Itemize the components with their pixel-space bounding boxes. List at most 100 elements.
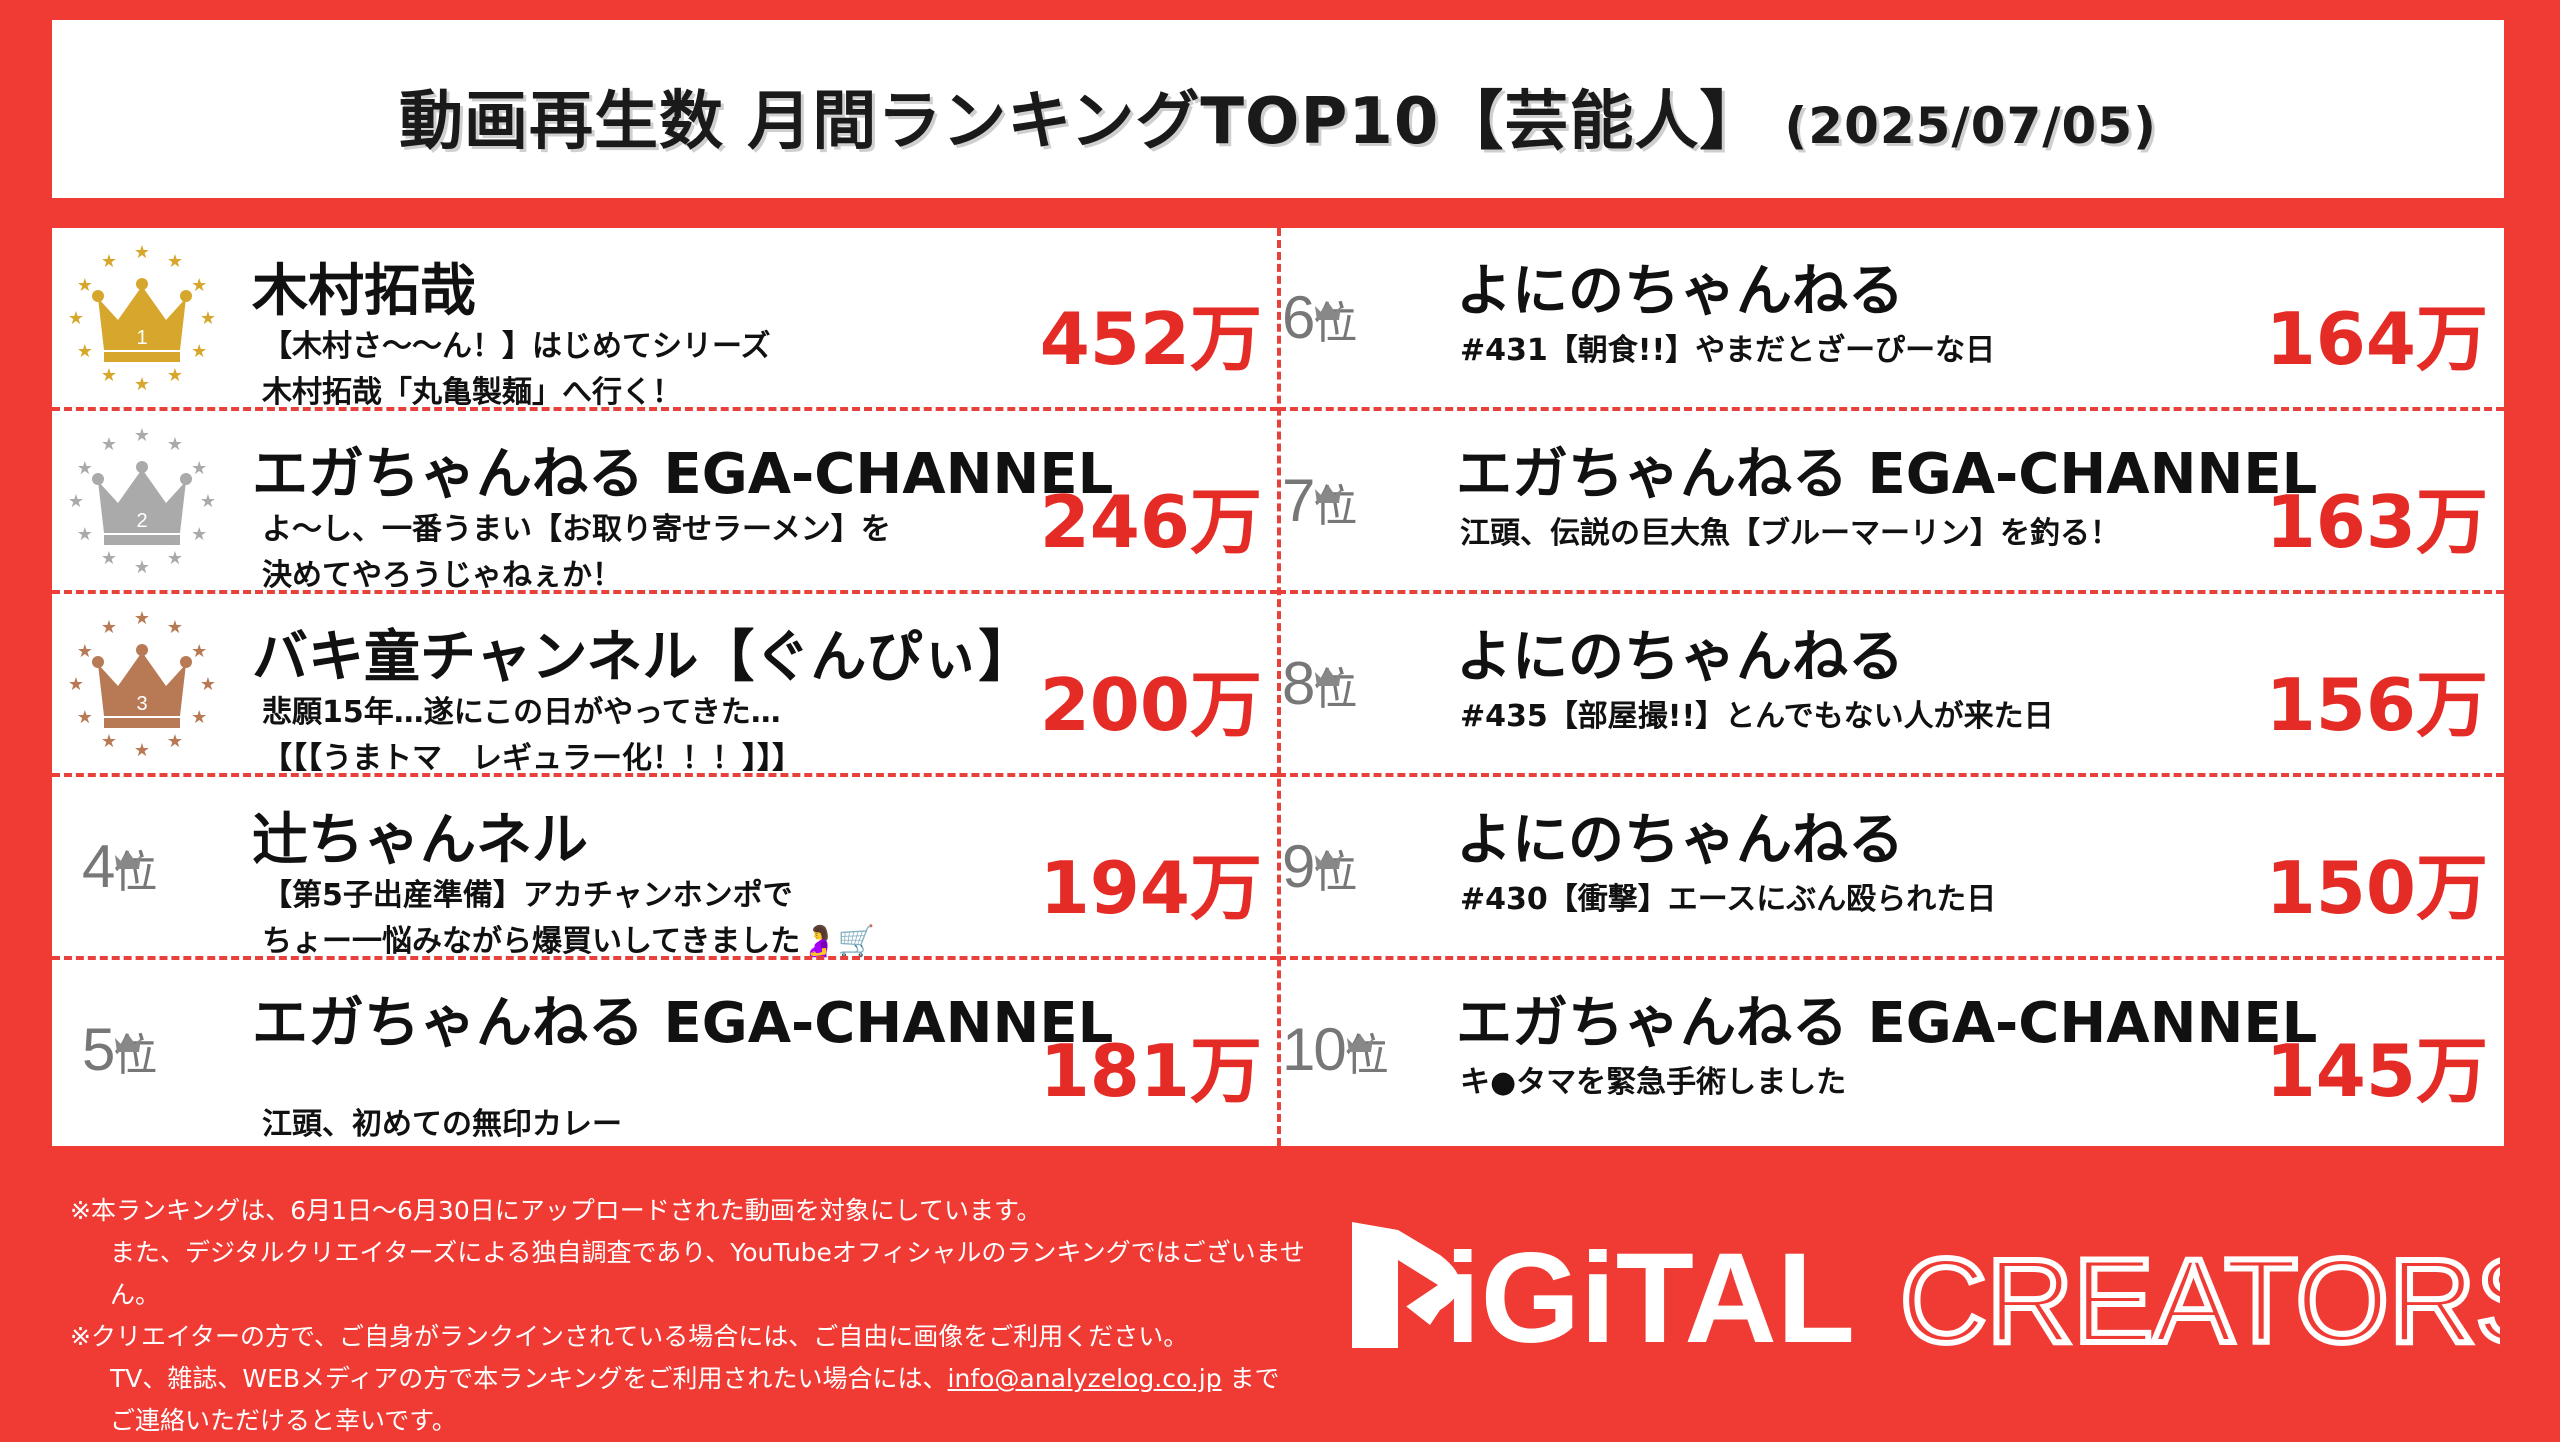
- channel-name: エガちゃんねる EGA-CHANNEL: [1456, 991, 2318, 1056]
- svg-text:★: ★: [167, 548, 183, 569]
- svg-text:★: ★: [134, 242, 150, 263]
- column-divider: [1277, 228, 1281, 1146]
- view-count: 452万: [1039, 297, 1262, 381]
- video-title: 【木村さ〜〜ん！】はじめてシリーズ 木村拓哉「丸亀製麺」へ行く！: [262, 324, 771, 416]
- ranking-row: 7位 エガちゃんねる EGA-CHANNEL 江頭、伝説の巨大魚【ブルーマーリン】を…: [1278, 411, 2504, 594]
- header-banner: 動画再生数 月間ランキングTOP10【芸能人】 (2025/07/05): [52, 20, 2504, 198]
- gold-crown-icon: ★ ★ ★ ★ ★ ★ ★ ★ ★ ★ ★ ★ 1: [62, 238, 222, 401]
- view-count: 200万: [1039, 663, 1262, 747]
- footer-line-4-suffix: まで: [1221, 1364, 1280, 1393]
- page-title: 動画再生数 月間ランキングTOP10【芸能人】 (2025/07/05): [52, 70, 2504, 172]
- rank-number: 6位: [1282, 283, 1357, 352]
- rank-digit: 4: [82, 833, 115, 900]
- svg-text:★: ★: [77, 524, 93, 545]
- mini-crown-icon: [112, 818, 144, 869]
- video-title: #435【部屋撮!!】とんでもない人が来た日: [1460, 694, 2054, 740]
- channel-name: 木村拓哉: [252, 259, 476, 324]
- rank-suffix: 位: [113, 1031, 157, 1080]
- rank-number: 9位: [1282, 832, 1357, 901]
- video-title-line: 江頭、初めての無印カレー: [262, 1107, 622, 1142]
- svg-text:★: ★: [191, 641, 207, 662]
- rank-suffix: 位: [1313, 848, 1357, 897]
- video-title-line: ちょー一悩みながら爆買いしてきました🤰🛒: [262, 924, 875, 959]
- ranking-row: ★ ★ ★ ★ ★ ★ ★ ★ ★ ★ ★ ★ 1 木村拓哉 【木村さ〜〜ん！】はじめてシリーズ 木村拓哉…: [52, 228, 1278, 411]
- svg-text:★: ★: [101, 365, 117, 386]
- svg-text:★: ★: [134, 740, 150, 761]
- ranking-row: 8位 よにのちゃんねる #435【部屋撮!!】とんでもない人が来た日 156万: [1278, 594, 2504, 777]
- svg-text:★: ★: [77, 341, 93, 362]
- footer-line-4-text: TV、雑誌、WEBメディアの方で本ランキングをご利用されたい場合には、: [110, 1364, 948, 1393]
- mini-crown-icon: [1312, 818, 1344, 869]
- rank-suffix: 位: [1313, 665, 1357, 714]
- rank-suffix: 位: [1313, 299, 1357, 348]
- ranking-row: 9位 よにのちゃんねる #430【衝撃】エースにぶん殴られた日 150万: [1278, 777, 2504, 960]
- svg-text:★: ★: [77, 458, 93, 479]
- view-count: 246万: [1039, 480, 1262, 564]
- svg-text:2: 2: [136, 510, 147, 532]
- svg-text:★: ★: [77, 707, 93, 728]
- svg-text:★: ★: [167, 434, 183, 455]
- ranking-column-right: 6位 よにのちゃんねる #431【朝食!!】やまだとざーぴーな日 164万 7位 エガちゃ…: [1278, 228, 2504, 1146]
- video-title: よ〜し、一番うまい【お取り寄せラーメン】を 決めてやろうじゃねぇか！: [262, 507, 891, 599]
- footer-line-2: また、デジタルクリエイターズによる独自調査であり、YouTubeオフィシャルのラ…: [110, 1238, 1305, 1309]
- ranking-row: 10位 エガちゃんねる EGA-CHANNEL キ●タマを緊急手術しました 145万: [1278, 960, 2504, 1146]
- ranking-row: 6位 よにのちゃんねる #431【朝食!!】やまだとざーぴーな日 164万: [1278, 228, 2504, 411]
- video-title-line: 決めてやろうじゃねぇか！: [262, 558, 622, 593]
- rank-suffix: 位: [113, 848, 157, 897]
- video-title: キ●タマを緊急手術しました: [1460, 1060, 1846, 1106]
- title-date: (2025/07/05): [1784, 97, 2157, 155]
- title-text: 動画再生数 月間ランキングTOP10: [399, 85, 1440, 159]
- channel-name: エガちゃんねる EGA-CHANNEL: [1456, 442, 2318, 507]
- view-count: 156万: [2265, 663, 2488, 747]
- svg-text:★: ★: [167, 617, 183, 638]
- footer-line-5: ご連絡いただけると幸いです。: [110, 1406, 457, 1435]
- rank-digit: 10: [1282, 1016, 1347, 1083]
- ranking-row: 5位 エガちゃんねる EGA-CHANNEL 江頭、初めての無印カレー 181万: [52, 960, 1278, 1146]
- video-title: 江頭、初めての無印カレー: [262, 1056, 622, 1148]
- svg-text:★: ★: [191, 341, 207, 362]
- bronze-crown-icon: ★ ★ ★ ★ ★ ★ ★ ★ ★ ★ ★ ★ 3: [62, 604, 222, 767]
- channel-name: よにのちゃんねる: [1456, 808, 1904, 873]
- video-title-line: [262, 1056, 622, 1102]
- channel-name: エガちゃんねる EGA-CHANNEL: [252, 991, 1114, 1056]
- mini-crown-icon: [112, 1001, 144, 1052]
- svg-text:★: ★: [134, 557, 150, 578]
- ranking-column-left: ★ ★ ★ ★ ★ ★ ★ ★ ★ ★ ★ ★ 1 木村拓哉 【木村さ〜〜ん！】はじめてシリーズ 木村拓哉…: [52, 228, 1278, 1146]
- video-title-line: #435【部屋撮!!】とんでもない人が来た日: [1460, 699, 2054, 734]
- logo-word-creators: CREATORS: [1900, 1234, 2500, 1368]
- rank-digit: 5: [82, 1016, 115, 1083]
- svg-text:★: ★: [167, 731, 183, 752]
- channel-name: よにのちゃんねる: [1456, 259, 1904, 324]
- svg-text:★: ★: [101, 251, 117, 272]
- video-title-line: #431【朝食!!】やまだとざーぴーな日: [1460, 333, 1996, 368]
- svg-text:★: ★: [68, 308, 84, 329]
- video-title-line: 江頭、伝説の巨大魚【ブルーマーリン】を釣る！: [1460, 516, 2120, 551]
- svg-text:★: ★: [77, 641, 93, 662]
- video-title: 【第5子出産準備】アカチャンホンポで ちょー一悩みながら爆買いしてきました🤰🛒: [262, 873, 875, 965]
- channel-name: よにのちゃんねる: [1456, 625, 1904, 690]
- ranking-row: 4位 辻ちゃんネル 【第5子出産準備】アカチャンホンポで ちょー一悩みながら爆買いして…: [52, 777, 1278, 960]
- contact-email-link[interactable]: info@analyzelog.co.jp: [947, 1364, 1222, 1393]
- view-count: 194万: [1039, 846, 1262, 930]
- category-text: 【芸能人】: [1439, 85, 1765, 159]
- svg-text:★: ★: [101, 617, 117, 638]
- channel-name: バキ童チャンネル【ぐんぴぃ】: [252, 625, 1035, 690]
- video-title: #430【衝撃】エースにぶん殴られた日: [1460, 877, 1996, 923]
- video-title-line: 木村拓哉「丸亀製麺」へ行く！: [262, 375, 682, 410]
- footer-line-3: ※クリエイターの方で、ご自身がランクインされている場合には、ご自由に画像をご利用…: [70, 1322, 1189, 1351]
- view-count: 150万: [2265, 846, 2488, 930]
- video-title-line: よ〜し、一番うまい【お取り寄せラーメン】を: [262, 512, 891, 547]
- svg-text:★: ★: [167, 251, 183, 272]
- mini-crown-icon: [1344, 1001, 1376, 1052]
- svg-text:★: ★: [77, 275, 93, 296]
- svg-text:★: ★: [134, 425, 150, 446]
- video-title-line: #430【衝撃】エースにぶん殴られた日: [1460, 882, 1997, 917]
- video-title-line: 悲願15年…遂にこの日がやってきた…: [262, 695, 781, 730]
- channel-name: エガちゃんねる EGA-CHANNEL: [252, 442, 1114, 507]
- footer-line-4: TV、雑誌、WEBメディアの方で本ランキングをご利用されたい場合には、info@…: [70, 1358, 1330, 1400]
- mini-crown-icon: [1312, 635, 1344, 686]
- svg-text:★: ★: [101, 548, 117, 569]
- footer-notes: ※本ランキングは、6月1日〜6月30日にアップロードされた動画を対象にしています…: [70, 1190, 1330, 1442]
- rank-suffix: 位: [1313, 482, 1357, 531]
- svg-text:★: ★: [68, 674, 84, 695]
